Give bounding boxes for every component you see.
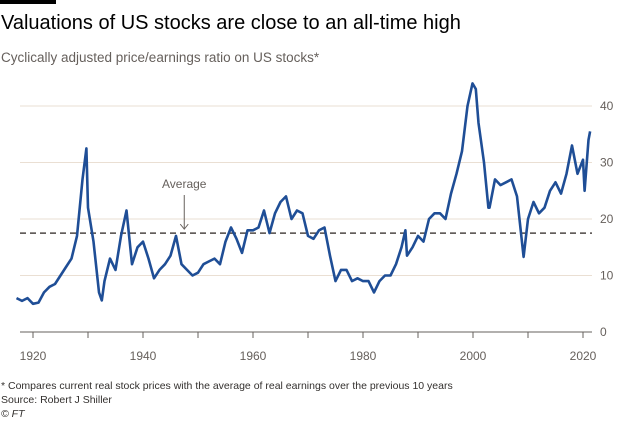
average-arrowhead (179, 223, 189, 230)
chart-title: Valuations of US stocks are close to an … (1, 12, 461, 34)
y-tick-label: 20 (600, 212, 614, 226)
brand-bar (0, 0, 56, 4)
copyright: © FT (1, 408, 25, 420)
source: Source: Robert J Shiller (1, 394, 112, 406)
x-tick-label: 1980 (350, 349, 377, 363)
x-tick-label: 2000 (460, 349, 487, 363)
x-tick-label: 1960 (240, 349, 267, 363)
chart-subtitle: Cyclically adjusted price/earnings ratio… (1, 50, 320, 65)
y-tick-label: 30 (600, 156, 614, 170)
y-tick-label: 40 (600, 99, 614, 113)
x-tick-label: 2020 (570, 349, 597, 363)
y-tick-label: 0 (600, 325, 607, 339)
y-tick-label: 10 (600, 269, 614, 283)
x-tick-label: 1920 (20, 349, 47, 363)
footnote: * Compares current real stock prices wit… (1, 380, 453, 392)
average-label: Average (162, 177, 207, 191)
cape-series-line (15, 82, 592, 306)
x-tick-label: 1940 (130, 349, 157, 363)
